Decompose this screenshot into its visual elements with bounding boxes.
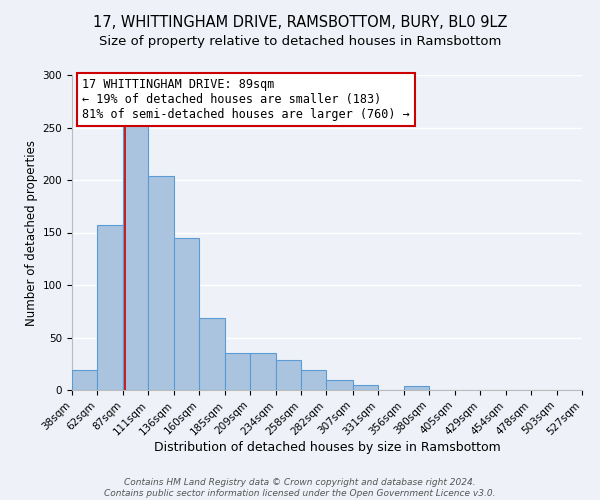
Y-axis label: Number of detached properties: Number of detached properties (25, 140, 38, 326)
Text: Contains HM Land Registry data © Crown copyright and database right 2024.
Contai: Contains HM Land Registry data © Crown c… (104, 478, 496, 498)
Bar (199, 318, 226, 390)
X-axis label: Distribution of detached houses by size in Ramsbottom: Distribution of detached houses by size … (154, 440, 500, 454)
Bar (353, 385, 377, 390)
Text: 17, WHITTINGHAM DRIVE, RAMSBOTTOM, BURY, BL0 9LZ: 17, WHITTINGHAM DRIVE, RAMSBOTTOM, BURY,… (93, 15, 507, 30)
Bar (250, 353, 277, 390)
Bar (301, 370, 326, 390)
Bar (72, 370, 97, 390)
Bar (326, 380, 353, 390)
Bar (123, 126, 148, 390)
Bar (148, 176, 174, 390)
Bar (226, 353, 250, 390)
Bar (97, 225, 123, 390)
Bar (404, 386, 428, 390)
Text: Size of property relative to detached houses in Ramsbottom: Size of property relative to detached ho… (99, 35, 501, 48)
Bar (277, 360, 301, 390)
Bar (174, 238, 199, 390)
Text: 17 WHITTINGHAM DRIVE: 89sqm
← 19% of detached houses are smaller (183)
81% of se: 17 WHITTINGHAM DRIVE: 89sqm ← 19% of det… (82, 78, 410, 121)
